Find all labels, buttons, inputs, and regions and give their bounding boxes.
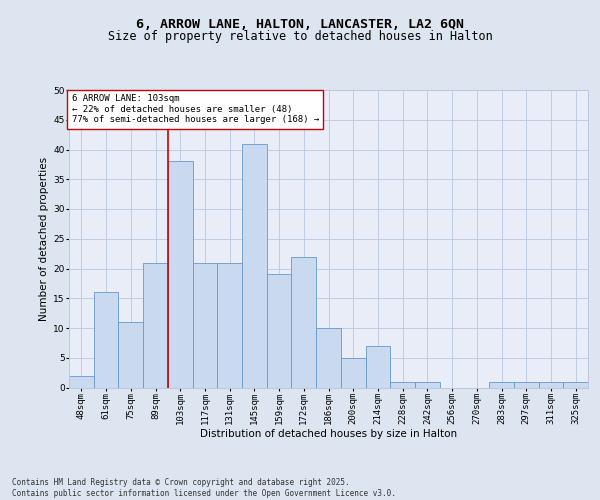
Bar bbox=[168, 162, 193, 388]
Bar bbox=[69, 376, 94, 388]
X-axis label: Distribution of detached houses by size in Halton: Distribution of detached houses by size … bbox=[200, 430, 457, 440]
Bar bbox=[489, 382, 514, 388]
Bar bbox=[514, 382, 539, 388]
Bar bbox=[390, 382, 415, 388]
Bar bbox=[365, 346, 390, 388]
Text: Contains HM Land Registry data © Crown copyright and database right 2025.
Contai: Contains HM Land Registry data © Crown c… bbox=[12, 478, 396, 498]
Text: Size of property relative to detached houses in Halton: Size of property relative to detached ho… bbox=[107, 30, 493, 43]
Bar bbox=[193, 262, 217, 388]
Bar bbox=[143, 262, 168, 388]
Bar bbox=[341, 358, 365, 388]
Bar bbox=[118, 322, 143, 388]
Bar bbox=[267, 274, 292, 388]
Bar bbox=[563, 382, 588, 388]
Bar bbox=[415, 382, 440, 388]
Y-axis label: Number of detached properties: Number of detached properties bbox=[39, 156, 49, 321]
Text: 6 ARROW LANE: 103sqm
← 22% of detached houses are smaller (48)
77% of semi-detac: 6 ARROW LANE: 103sqm ← 22% of detached h… bbox=[71, 94, 319, 124]
Bar bbox=[242, 144, 267, 388]
Bar bbox=[539, 382, 563, 388]
Bar bbox=[217, 262, 242, 388]
Bar bbox=[316, 328, 341, 388]
Bar bbox=[94, 292, 118, 388]
Text: 6, ARROW LANE, HALTON, LANCASTER, LA2 6QN: 6, ARROW LANE, HALTON, LANCASTER, LA2 6Q… bbox=[136, 18, 464, 30]
Bar bbox=[292, 256, 316, 388]
